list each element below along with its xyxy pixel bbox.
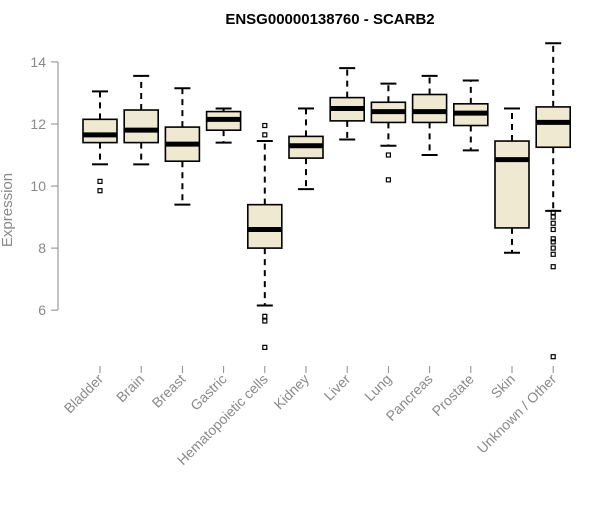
boxes-group	[82, 42, 572, 360]
outlier-point	[97, 188, 103, 194]
outlier-point	[550, 220, 556, 226]
outlier-point	[262, 344, 268, 350]
x-tick-label: Kidney	[271, 371, 313, 413]
x-tick-label: Liver	[321, 371, 354, 404]
iqr-box	[411, 93, 448, 124]
box-lung	[370, 82, 407, 183]
iqr-box	[82, 118, 118, 144]
iqr-box	[535, 106, 572, 149]
outlier-point	[550, 236, 556, 242]
chart-title: ENSG00000138760 - SCARB2	[225, 11, 434, 28]
outlier-point	[385, 152, 391, 158]
outlier-point	[550, 209, 556, 216]
box-gastric	[205, 107, 242, 144]
y-tick-label: 10	[30, 178, 46, 194]
x-tick-label: Lung	[361, 371, 394, 404]
outlier-point	[262, 313, 268, 319]
iqr-box	[494, 140, 530, 229]
outlier-point	[550, 264, 556, 270]
y-axis-label: Expression	[0, 173, 16, 247]
box-breast	[164, 87, 201, 206]
x-tick-label: Breast	[149, 371, 189, 411]
box-pancreas	[411, 74, 448, 157]
box-prostate	[452, 79, 489, 152]
box-kidney	[288, 107, 324, 191]
outlier-point	[262, 122, 268, 129]
outlier-point	[550, 251, 556, 257]
box-skin	[494, 107, 530, 254]
iqr-box	[123, 109, 159, 144]
outlier-point	[550, 226, 556, 233]
y-tick-label: 14	[30, 54, 46, 70]
box-bladder	[82, 90, 118, 194]
outlier-point	[550, 214, 556, 220]
outlier-point	[385, 177, 391, 183]
outlier-point	[550, 245, 556, 251]
outlier-point	[550, 354, 556, 360]
x-tick-label: Skin	[488, 371, 519, 402]
outlier-point	[262, 132, 268, 138]
box-unknown-other	[535, 42, 572, 360]
outlier-point	[97, 178, 103, 184]
y-axis: 6 8 10 12 14	[30, 54, 59, 318]
x-tick-label: Brain	[113, 371, 147, 405]
box-brain	[123, 74, 159, 166]
x-tick-label: Bladder	[61, 371, 107, 417]
outlier-point	[550, 239, 556, 245]
y-tick-label: 6	[38, 302, 46, 318]
outlier-point	[262, 318, 268, 324]
box-liver	[329, 67, 366, 141]
box-hematopoietic-cells	[247, 122, 283, 350]
x-tick-label: Prostate	[429, 371, 477, 419]
y-tick-label: 12	[30, 116, 46, 132]
y-tick-label: 8	[38, 240, 46, 256]
iqr-box	[247, 203, 283, 249]
